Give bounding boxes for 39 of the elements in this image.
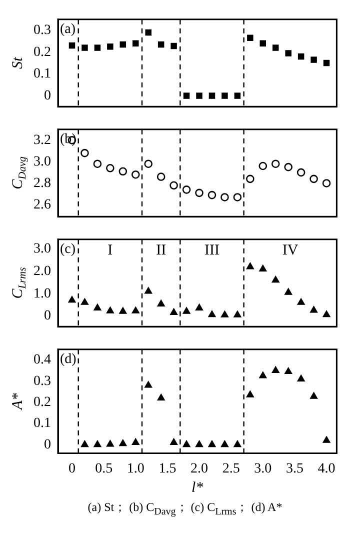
y-tick-label: 2.0 bbox=[34, 264, 51, 279]
x-tick-label: 2.0 bbox=[190, 461, 208, 476]
annotation: (c) bbox=[60, 242, 76, 258]
y-tick-label: 0 bbox=[44, 437, 51, 452]
x-tick-label: 1.0 bbox=[126, 461, 144, 476]
y-axis-title: CLrms bbox=[10, 267, 28, 299]
x-tick-label: 3.0 bbox=[254, 461, 272, 476]
x-tick-label: 0 bbox=[68, 461, 76, 476]
y-tick-label: 0.1 bbox=[34, 66, 51, 82]
y-tick-label: 3.0 bbox=[34, 154, 51, 170]
annotation: II bbox=[156, 242, 166, 258]
y-tick-label: 0.2 bbox=[34, 44, 51, 60]
y-axis-title: A* bbox=[10, 392, 26, 411]
x-tick-label: 1.5 bbox=[158, 461, 176, 476]
y-tick-label: 0.3 bbox=[34, 374, 51, 389]
y-axis-title: CDavg bbox=[10, 156, 28, 190]
y-tick-label: 0.1 bbox=[34, 416, 51, 432]
annotation: (d) bbox=[60, 352, 77, 368]
x-tick-label: 3.5 bbox=[286, 461, 304, 476]
y-tick-label: 0 bbox=[44, 88, 51, 104]
annotation: (a) bbox=[60, 22, 76, 38]
y-tick-label: 1.0 bbox=[34, 286, 51, 302]
annotation: III bbox=[204, 242, 220, 258]
x-tick-label: 2.5 bbox=[222, 461, 240, 476]
x-tick-label: 4.0 bbox=[318, 461, 336, 476]
y-tick-label: 2.8 bbox=[34, 176, 51, 191]
y-tick-label: 0.4 bbox=[34, 352, 51, 368]
y-tick-label: 2.6 bbox=[34, 197, 51, 212]
text: (a) St； (b) C$_{Davg}$； (c) C$_{Lrms}$； (d) A* bbox=[86, 499, 284, 520]
y-tick-label: 0.3 bbox=[34, 22, 51, 38]
x-axis-title: l* bbox=[192, 480, 204, 496]
annotation: I bbox=[108, 242, 113, 258]
y-axis-title: St bbox=[10, 56, 26, 69]
y-tick-label: 0.2 bbox=[34, 395, 51, 410]
annotation: IV bbox=[282, 242, 298, 258]
x-tick-label: 0.5 bbox=[95, 461, 113, 476]
y-tick-label: 3.2 bbox=[34, 132, 51, 148]
y-tick-label: 0 bbox=[44, 308, 51, 324]
y-tick-label: 3.0 bbox=[34, 242, 51, 257]
